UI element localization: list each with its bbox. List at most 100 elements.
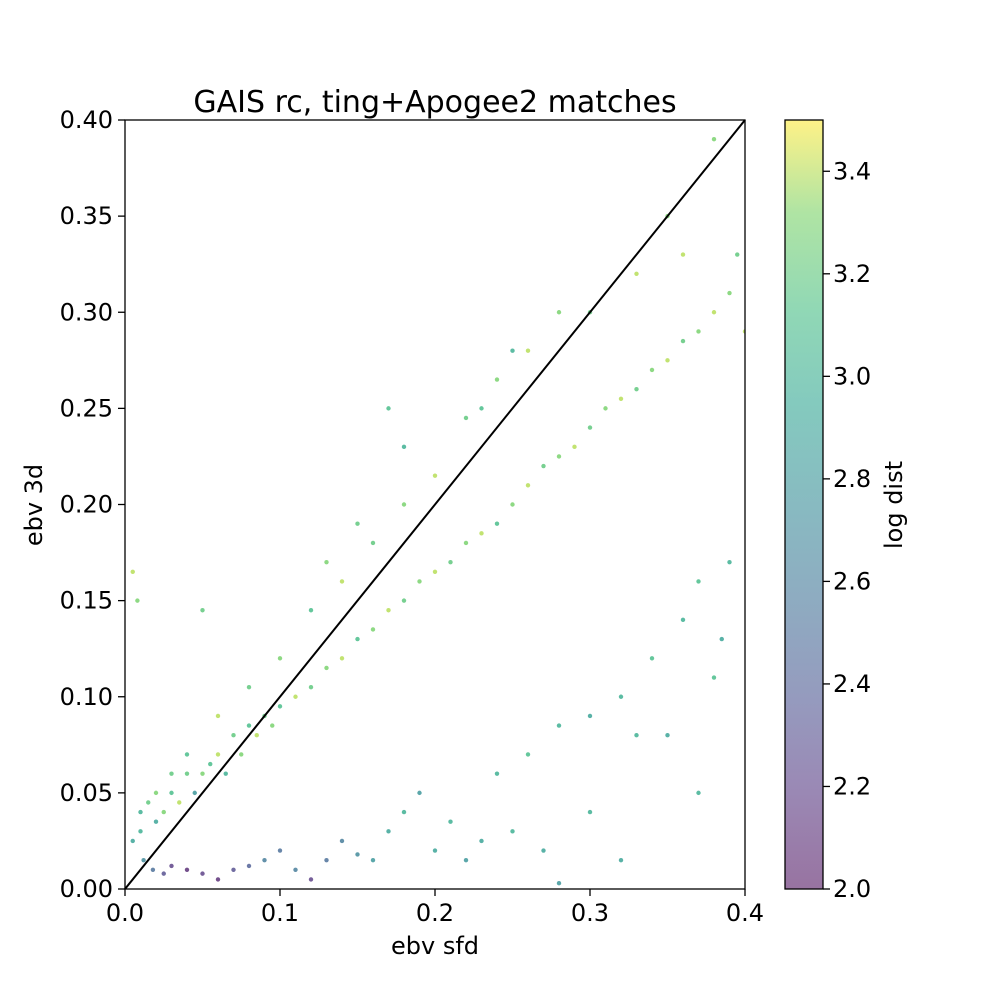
scatter-point xyxy=(649,367,655,373)
scatter-point xyxy=(161,871,166,876)
scatter-point xyxy=(680,252,686,257)
scatter-point xyxy=(324,559,329,565)
scatter-point xyxy=(541,463,546,469)
scatter-point xyxy=(386,829,391,834)
scatter-point xyxy=(130,838,135,844)
scatter-point xyxy=(401,502,407,507)
scatter-point xyxy=(696,329,701,334)
scatter-point xyxy=(231,733,236,738)
x-tick-label: 0.1 xyxy=(261,899,299,927)
scatter-point xyxy=(215,713,221,719)
scatter-point xyxy=(556,881,562,886)
scatter-point xyxy=(223,771,228,776)
y-tick-label: 0.05 xyxy=(60,779,113,807)
scatter-points xyxy=(130,137,745,886)
scatter-point xyxy=(339,838,345,844)
scatter-point xyxy=(448,559,453,565)
scatter-point xyxy=(479,838,484,844)
colorbar-gradient xyxy=(785,120,823,889)
scatter-point xyxy=(463,540,469,546)
scatter-point xyxy=(277,704,283,709)
scatter-point xyxy=(184,752,190,757)
scatter-point xyxy=(556,310,562,315)
y-tick-label: 0.40 xyxy=(60,106,113,134)
scatter-point xyxy=(711,137,717,142)
scatter-point xyxy=(618,857,624,863)
scatter-point xyxy=(603,406,608,411)
x-tick-label: 0.2 xyxy=(416,899,454,927)
x-tick-label: 0.4 xyxy=(726,899,764,927)
scatter-point xyxy=(556,454,562,459)
scatter-point xyxy=(479,531,484,536)
scatter-point xyxy=(665,358,670,363)
scatter-point xyxy=(510,502,515,507)
scatter-point xyxy=(355,521,360,526)
scatter-point xyxy=(618,694,624,699)
scatter-point xyxy=(370,857,376,863)
scatter-point xyxy=(293,867,298,872)
scatter-point xyxy=(146,800,151,805)
scatter-point xyxy=(696,790,701,796)
scatter-point xyxy=(525,483,531,488)
scatter-point xyxy=(587,713,593,719)
scatter-point xyxy=(153,819,159,824)
scatter-point xyxy=(711,310,717,315)
colorbar-tick-label: 2.8 xyxy=(833,465,871,493)
scatter-point xyxy=(324,665,329,671)
scatter-point xyxy=(696,579,701,584)
scatter-point xyxy=(618,396,624,401)
scatter-point xyxy=(308,684,314,690)
scatter-point xyxy=(200,871,205,876)
scatter-point xyxy=(587,425,593,430)
scatter-point xyxy=(448,819,453,824)
scatter-point xyxy=(308,608,314,613)
scatter-point xyxy=(177,800,182,805)
scatter-point xyxy=(277,656,283,661)
scatter-point xyxy=(355,636,360,642)
colorbar-tick-label: 2.2 xyxy=(833,772,871,800)
scatter-point xyxy=(572,444,577,450)
scatter-point xyxy=(324,857,329,863)
scatter-point xyxy=(293,694,298,699)
scatter-point xyxy=(184,771,190,776)
scatter-point xyxy=(727,290,732,296)
colorbar-frame xyxy=(784,119,824,890)
y-axis-label: ebv 3d xyxy=(20,464,48,546)
scatter-point xyxy=(370,627,376,632)
scatter-point xyxy=(339,656,345,661)
scatter-point xyxy=(200,608,205,613)
scatter-point xyxy=(494,771,500,776)
scatter-point xyxy=(587,809,593,815)
y-tick-label: 0.10 xyxy=(60,683,113,711)
scatter-point xyxy=(138,809,143,815)
scatter-point xyxy=(246,684,252,690)
x-axis-ticks: 0.0 0.1 0.2 0.3 0.4 xyxy=(106,889,764,927)
y-tick-label: 0.15 xyxy=(60,587,113,615)
scatter-point xyxy=(277,848,283,853)
scatter-point xyxy=(169,771,174,776)
y-tick-label: 0.25 xyxy=(60,394,113,422)
colorbar-label: log dist xyxy=(880,461,908,549)
scatter-point xyxy=(135,598,140,603)
y-tick-label: 0.35 xyxy=(60,202,113,230)
scatter-point xyxy=(541,848,546,853)
scatter-point xyxy=(432,848,438,853)
colorbar-tick-label: 3.2 xyxy=(833,260,871,288)
scatter-point xyxy=(169,863,174,869)
x-tick-label: 0.0 xyxy=(106,899,144,927)
scatter-point xyxy=(401,444,407,450)
scatter-point xyxy=(355,852,360,857)
scatter-point xyxy=(649,656,655,661)
scatter-point xyxy=(494,377,500,382)
scatter-point xyxy=(401,809,407,815)
scatter-point xyxy=(479,406,484,411)
scatter-point xyxy=(308,877,314,882)
scatter-point xyxy=(215,752,221,757)
scatter-point xyxy=(634,386,639,392)
scatter-point xyxy=(711,675,717,680)
scatter-point xyxy=(719,636,724,642)
y-tick-label: 0.30 xyxy=(60,298,113,326)
colorbar-tick-label: 3.0 xyxy=(833,362,871,390)
colorbar-tick-label: 2.4 xyxy=(833,670,871,698)
